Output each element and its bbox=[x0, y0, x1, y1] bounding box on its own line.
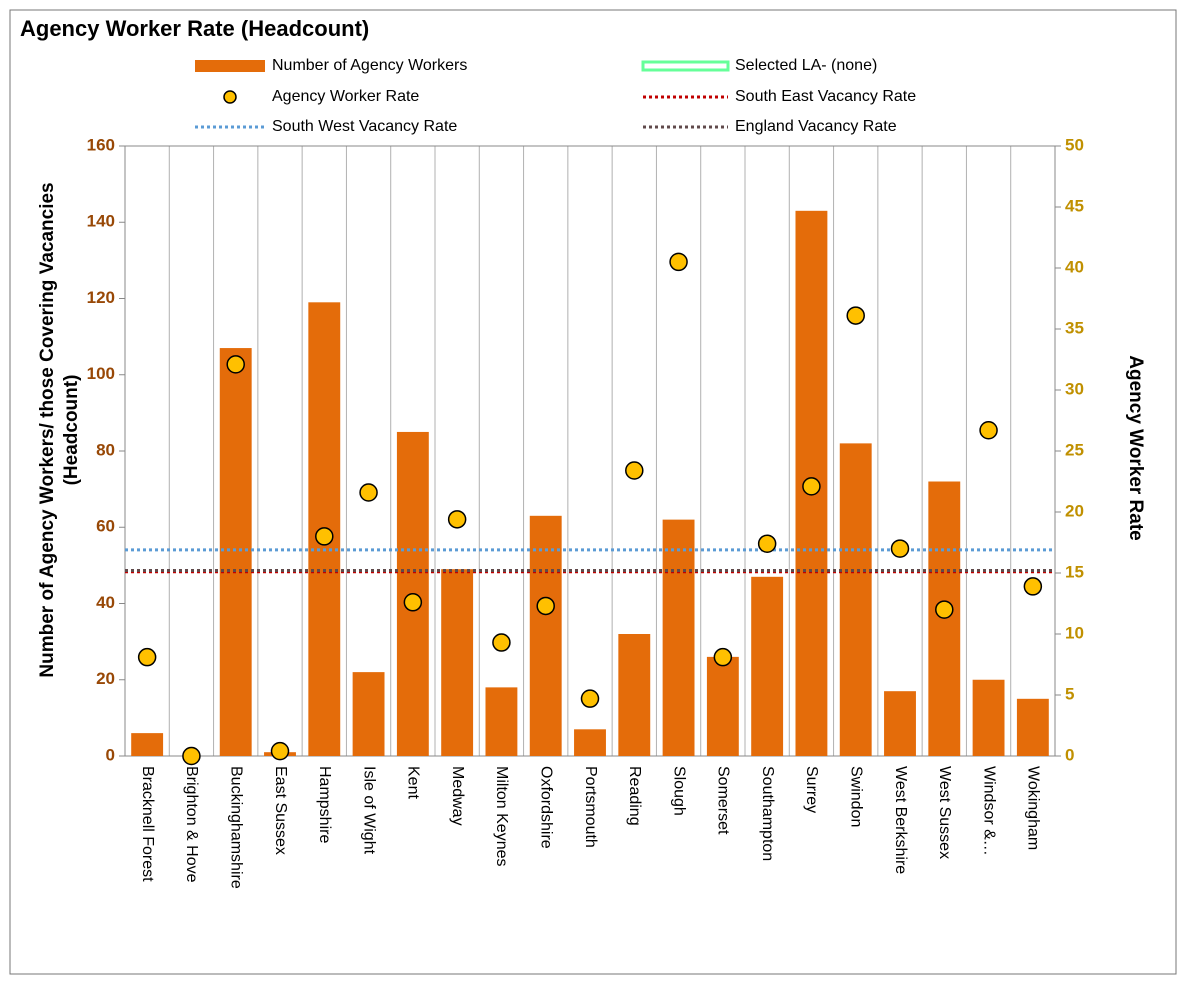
bar bbox=[618, 634, 651, 756]
rate-dot bbox=[846, 306, 865, 325]
bar bbox=[1016, 698, 1049, 756]
x-tick-label: Surrey bbox=[803, 766, 820, 813]
y2-tick-label: 0 bbox=[1065, 745, 1074, 764]
rate-dot bbox=[137, 647, 157, 667]
rate-dot bbox=[713, 647, 733, 667]
y2-tick-label: 30 bbox=[1065, 379, 1084, 398]
y2-tick-label: 5 bbox=[1065, 684, 1074, 703]
y-label-group: Number of Agency Workers/ those Covering… bbox=[37, 182, 82, 677]
legend-swatch bbox=[641, 60, 730, 72]
rate-dot bbox=[625, 461, 644, 480]
y2-tick-label: 45 bbox=[1065, 196, 1084, 215]
y2-tick-label: 25 bbox=[1065, 440, 1084, 459]
bar bbox=[485, 687, 518, 756]
x-tick-label: Somerset bbox=[715, 766, 732, 835]
x-tick-label: Brighton & Hove bbox=[183, 766, 200, 883]
legend-label: Selected LA- (none) bbox=[735, 57, 877, 74]
rate-dot bbox=[935, 600, 954, 619]
rate-dot bbox=[182, 746, 201, 766]
bar bbox=[884, 691, 916, 756]
x-tick-label: Swindon bbox=[847, 766, 864, 827]
bar bbox=[839, 443, 872, 756]
bar bbox=[706, 656, 739, 756]
x-tick-label: Bracknell Forest bbox=[139, 766, 156, 882]
rate-dot bbox=[447, 510, 467, 529]
x-tick-label: East Sussex bbox=[272, 766, 289, 855]
rate-dot bbox=[580, 689, 600, 708]
y-tick-label: 140 bbox=[87, 212, 115, 231]
y-axis-label: Number of Agency Workers/ those Covering… bbox=[37, 182, 58, 677]
x-tick-label: Kent bbox=[405, 766, 422, 799]
rate-dot bbox=[359, 483, 378, 502]
x-tick-label: Hampshire bbox=[316, 766, 333, 843]
bar bbox=[751, 576, 784, 756]
chart-border bbox=[9, 9, 1177, 975]
rate-dot bbox=[1023, 577, 1043, 596]
bar bbox=[574, 729, 606, 756]
x-tick-label: Buckinghamshire bbox=[227, 766, 244, 889]
rate-dot bbox=[536, 596, 555, 616]
x-tick-label: Milton Keynes bbox=[493, 766, 510, 867]
rate-dot bbox=[757, 534, 777, 553]
y2-tick-label: 15 bbox=[1065, 562, 1084, 581]
y-tick-label: 0 bbox=[106, 745, 115, 764]
legend-label: Agency Worker Rate bbox=[272, 88, 419, 105]
y2-tick-label: 40 bbox=[1065, 257, 1084, 276]
bar bbox=[972, 679, 1005, 756]
rate-dot bbox=[315, 527, 334, 546]
y2-axis-label: Agency Worker Rate bbox=[1125, 355, 1146, 541]
legend-label: England Vacancy Rate bbox=[735, 118, 897, 135]
x-tick-label: West Berkshire bbox=[892, 766, 909, 874]
y2-tick-label: 50 bbox=[1065, 135, 1084, 154]
x-tick-label: Slough bbox=[670, 766, 687, 816]
x-tick-label: Portsmouth bbox=[582, 766, 599, 848]
x-tick-label: West Sussex bbox=[936, 766, 953, 859]
x-tick-label: Wokingham bbox=[1025, 766, 1042, 850]
legend-swatch bbox=[195, 60, 265, 72]
x-tick-label: Windsor &… bbox=[980, 766, 997, 856]
rate-dot bbox=[802, 477, 821, 496]
legend-label: Number of Agency Workers bbox=[272, 57, 467, 74]
bar bbox=[131, 733, 164, 756]
y2-tick-label: 10 bbox=[1065, 623, 1084, 642]
legend-swatch bbox=[223, 90, 237, 104]
x-tick-label: Reading bbox=[626, 766, 643, 826]
rate-dot bbox=[890, 539, 910, 558]
x-tick-label: Isle of Wight bbox=[360, 766, 377, 855]
y-tick-label: 20 bbox=[96, 669, 115, 688]
y-tick-label: 60 bbox=[96, 517, 115, 536]
rate-dot bbox=[669, 252, 688, 272]
bar bbox=[662, 519, 695, 756]
y-axis-label: (Headcount) bbox=[61, 375, 82, 486]
bar bbox=[219, 348, 252, 756]
rate-dot bbox=[403, 593, 423, 612]
y2-tick-label: 35 bbox=[1065, 318, 1084, 337]
rate-dot bbox=[226, 355, 245, 374]
rate-dot bbox=[492, 633, 511, 652]
rate-dot bbox=[270, 741, 290, 761]
x-tick-label: Southampton bbox=[759, 766, 776, 861]
chart-title: Agency Worker Rate (Headcount) bbox=[20, 16, 369, 41]
y-tick-label: 80 bbox=[96, 440, 115, 459]
y-tick-label: 40 bbox=[96, 593, 115, 612]
y-tick-label: 100 bbox=[87, 364, 115, 383]
bar bbox=[352, 672, 385, 756]
x-tick-label: Medway bbox=[449, 766, 466, 826]
x-tick-label: Oxfordshire bbox=[537, 766, 554, 849]
legend-label: South East Vacancy Rate bbox=[735, 88, 916, 105]
bar bbox=[529, 515, 562, 756]
y-tick-label: 120 bbox=[87, 288, 115, 307]
y-tick-label: 160 bbox=[87, 135, 115, 154]
y2-tick-label: 20 bbox=[1065, 501, 1084, 520]
bar bbox=[441, 569, 474, 756]
legend-label: South West Vacancy Rate bbox=[272, 118, 457, 135]
rate-dot bbox=[979, 421, 998, 440]
